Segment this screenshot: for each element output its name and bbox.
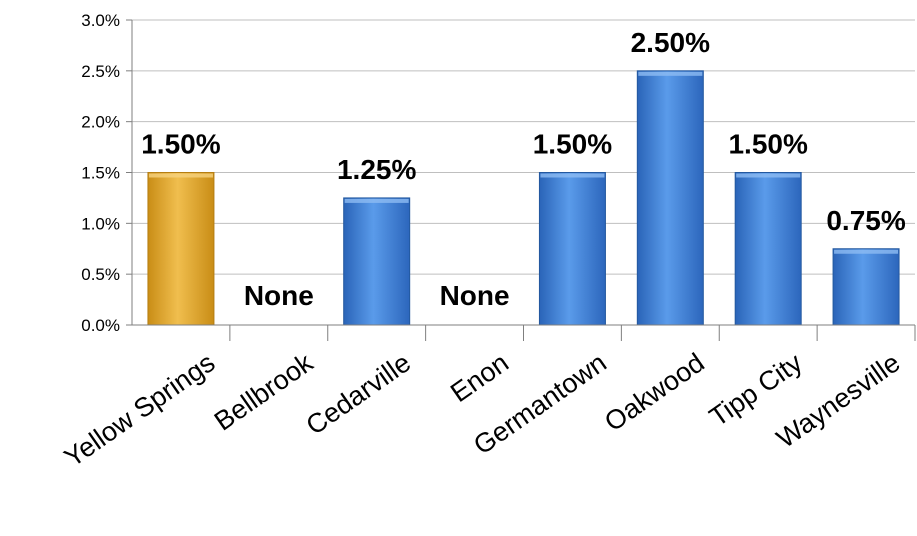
y-tick-label: 0.5% — [81, 265, 120, 284]
data-label: 1.50% — [533, 129, 612, 160]
bar — [734, 172, 802, 326]
bar-cedarville — [343, 197, 411, 326]
data-label: 1.25% — [337, 154, 416, 185]
x-category-label: Bellbrook — [209, 347, 319, 436]
y-tick-label: 2.0% — [81, 113, 120, 132]
bar-yellow-springs — [147, 172, 215, 326]
x-category-label: Yellow Springs — [59, 347, 220, 473]
data-label: 1.50% — [728, 129, 807, 160]
bar — [538, 172, 606, 326]
y-axis-tick-labels: 0.0% 0.5% 1.0% 1.5% 2.0% 2.5% 3.0% — [81, 11, 120, 335]
bar-highlight-edge — [344, 198, 409, 203]
bar — [343, 197, 411, 326]
data-label: None — [244, 280, 314, 311]
bar — [636, 70, 704, 326]
bar-germantown — [538, 172, 606, 326]
bar-tipp-city — [734, 172, 802, 326]
bar-highlight-edge — [638, 71, 703, 76]
data-label: None — [440, 280, 510, 311]
data-label: 1.50% — [141, 129, 220, 160]
y-tick-label: 2.5% — [81, 62, 120, 81]
data-label: 0.75% — [826, 205, 905, 236]
bar-highlight-edge — [148, 173, 213, 178]
y-tick-label: 0.0% — [81, 316, 120, 335]
x-category-label: Enon — [445, 347, 514, 408]
x-category-label: Cedarville — [301, 347, 417, 440]
bars — [147, 70, 900, 326]
bar-waynesville — [832, 248, 900, 326]
bar — [147, 172, 215, 326]
bar-highlight-edge — [834, 249, 899, 254]
data-label: 2.50% — [631, 27, 710, 58]
x-category-label: Oakwood — [599, 347, 710, 437]
bar-highlight-edge — [540, 173, 605, 178]
bar-highlight-edge — [736, 173, 801, 178]
y-tick-label: 1.0% — [81, 214, 120, 233]
y-tick-label: 1.5% — [81, 164, 120, 183]
data-labels: 1.50% None 1.25% None 1.50% 2.50% 1.50% 0.75% — [141, 27, 906, 311]
bar-oakwood — [636, 70, 704, 326]
bar — [832, 248, 900, 326]
axes — [126, 19, 916, 341]
y-tick-label: 3.0% — [81, 11, 120, 30]
